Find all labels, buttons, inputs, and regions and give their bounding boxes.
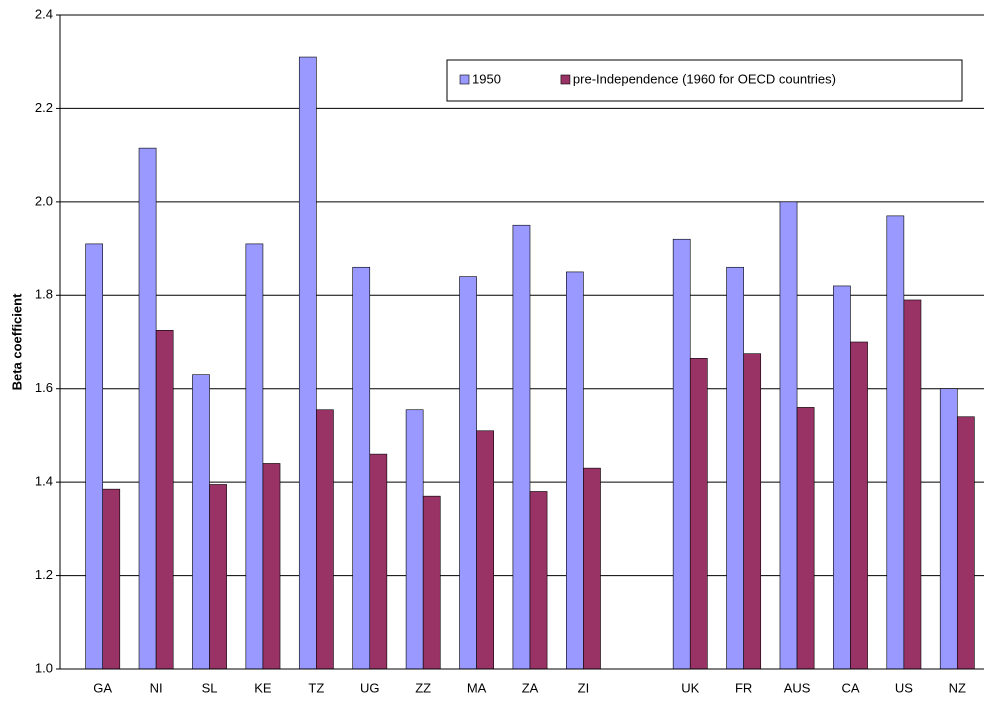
bar <box>689 358 708 670</box>
bar <box>262 463 281 670</box>
x-tick-label: MA <box>467 680 487 695</box>
bar <box>743 353 762 670</box>
bar <box>566 271 584 670</box>
x-tick-label: ZZ <box>415 680 431 695</box>
bar <box>850 341 868 670</box>
x-tick-label: UK <box>681 680 699 695</box>
bar <box>369 453 388 670</box>
bar <box>102 488 121 670</box>
y-tick-label: 1.6 <box>35 380 53 395</box>
bar <box>672 238 691 670</box>
y-tick-label: 1.4 <box>35 474 53 489</box>
bar <box>779 201 798 670</box>
x-tick-label: NZ <box>949 680 966 695</box>
bar <box>796 407 815 670</box>
bar <box>298 56 317 670</box>
bar <box>352 266 371 670</box>
x-tick-label: GA <box>93 680 112 695</box>
legend-label: pre-Independence (1960 for OECD countrie… <box>573 71 836 86</box>
y-tick-label: 2.4 <box>35 6 53 21</box>
x-tick-label: NI <box>150 680 163 695</box>
y-axis-label: Beta coefficient <box>9 293 24 390</box>
x-tick-label: SL <box>202 680 218 695</box>
bar <box>476 430 494 670</box>
bar <box>956 416 975 670</box>
y-tick-label: 1.2 <box>35 567 53 582</box>
bar <box>316 409 334 670</box>
bar <box>422 495 441 670</box>
bar <box>903 299 922 670</box>
bar <box>85 243 104 670</box>
bar <box>155 330 174 670</box>
bar <box>583 467 601 670</box>
bar <box>405 409 424 670</box>
bar <box>939 388 958 670</box>
legend-label: 1950 <box>472 71 501 86</box>
bar <box>245 243 264 670</box>
x-tick-label: ZI <box>578 680 590 695</box>
legend-swatch <box>560 74 571 85</box>
bar <box>512 224 531 670</box>
legend-box <box>446 59 963 102</box>
bar <box>192 374 210 670</box>
y-tick-label: 2.0 <box>35 193 53 208</box>
y-tick-label: 1.0 <box>35 660 53 675</box>
bar <box>529 491 548 670</box>
x-tick-label: US <box>895 680 913 695</box>
x-tick-label: TZ <box>308 680 324 695</box>
x-tick-label: CA <box>841 680 859 695</box>
x-tick-label: ZA <box>522 680 539 695</box>
bar <box>886 215 905 670</box>
legend-swatch <box>459 74 470 85</box>
bar <box>833 285 851 670</box>
x-tick-label: FR <box>735 680 752 695</box>
bar <box>726 266 744 670</box>
y-tick-label: 2.2 <box>35 100 53 115</box>
bar <box>459 276 477 670</box>
x-tick-label: UG <box>360 680 380 695</box>
x-tick-label: KE <box>254 680 272 695</box>
x-tick-label: AUS <box>784 680 811 695</box>
y-tick-label: 1.8 <box>35 287 53 302</box>
bar <box>138 147 157 670</box>
bar <box>209 484 227 670</box>
